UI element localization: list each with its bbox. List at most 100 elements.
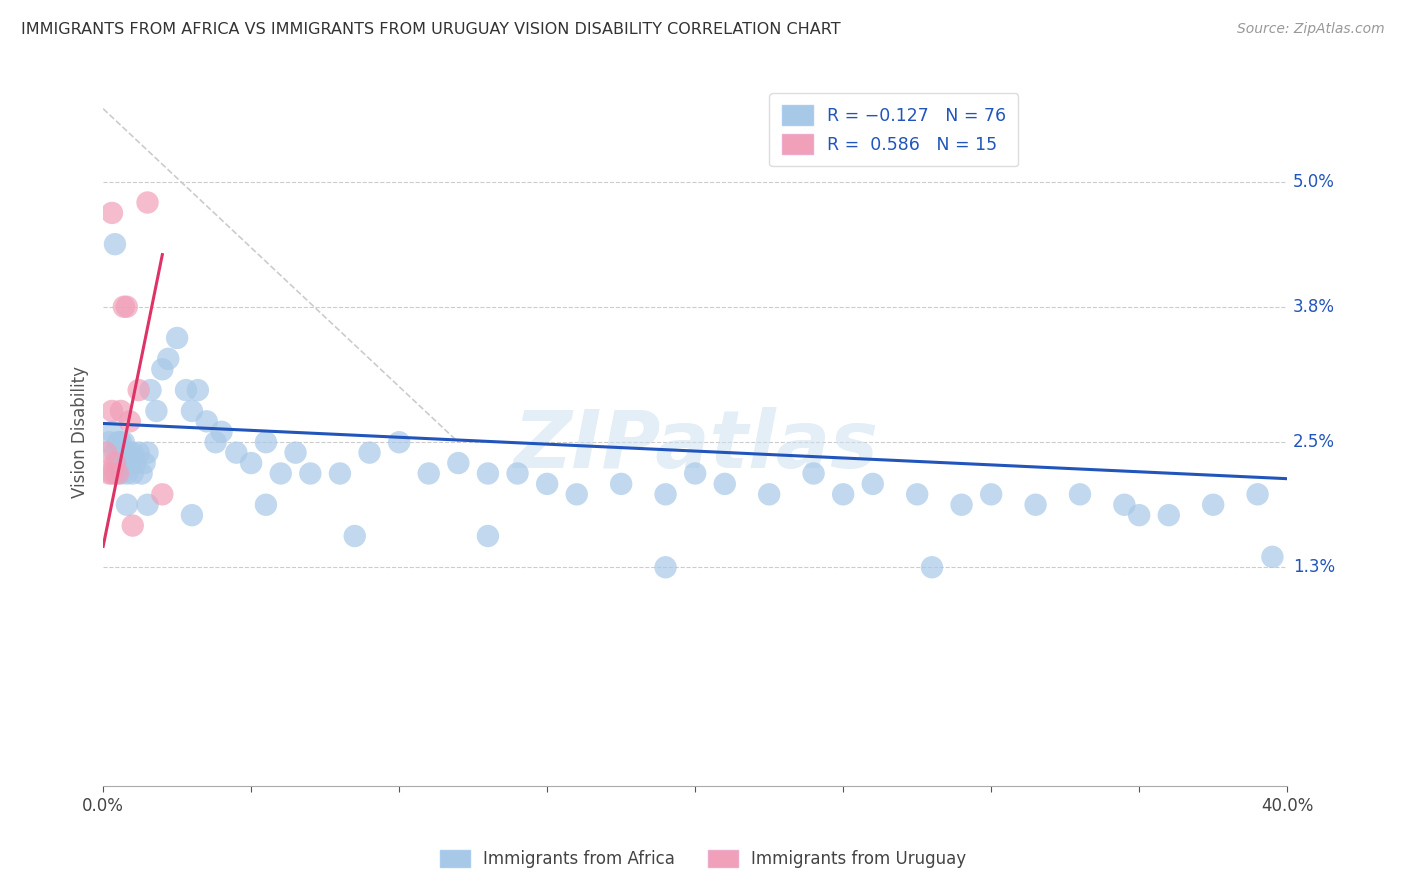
Point	[211, 425, 233, 439]
Point	[187, 383, 209, 397]
Text: 3.8%: 3.8%	[1294, 298, 1336, 316]
Point	[905, 487, 928, 501]
Point	[110, 435, 132, 450]
Point	[136, 498, 159, 512]
Point	[115, 498, 138, 512]
Point	[921, 560, 943, 574]
Point	[654, 560, 676, 574]
Point	[94, 445, 117, 459]
Point	[139, 383, 162, 397]
Text: 2.5%: 2.5%	[1294, 434, 1336, 451]
Legend: Immigrants from Africa, Immigrants from Uruguay: Immigrants from Africa, Immigrants from …	[433, 843, 973, 875]
Point	[115, 467, 138, 481]
Point	[343, 529, 366, 543]
Point	[112, 445, 135, 459]
Point	[101, 404, 124, 418]
Point	[862, 476, 884, 491]
Legend: R = −0.127   N = 76, R =  0.586   N = 15: R = −0.127 N = 76, R = 0.586 N = 15	[769, 93, 1018, 166]
Text: 5.0%: 5.0%	[1294, 173, 1334, 191]
Point	[118, 445, 141, 459]
Y-axis label: Vision Disability: Vision Disability	[72, 366, 89, 498]
Point	[174, 383, 197, 397]
Point	[121, 518, 143, 533]
Point	[107, 456, 129, 470]
Point	[104, 467, 127, 481]
Text: IMMIGRANTS FROM AFRICA VS IMMIGRANTS FROM URUGUAY VISION DISABILITY CORRELATION : IMMIGRANTS FROM AFRICA VS IMMIGRANTS FRO…	[21, 22, 841, 37]
Point	[131, 467, 153, 481]
Point	[204, 435, 226, 450]
Point	[166, 331, 188, 345]
Point	[104, 237, 127, 252]
Point	[121, 467, 143, 481]
Text: 1.3%: 1.3%	[1294, 558, 1336, 576]
Point	[145, 404, 167, 418]
Point	[195, 414, 218, 428]
Point	[115, 300, 138, 314]
Point	[270, 467, 292, 481]
Point	[1157, 508, 1180, 523]
Text: ZIPatlas: ZIPatlas	[513, 407, 877, 485]
Point	[157, 351, 180, 366]
Point	[1069, 487, 1091, 501]
Point	[118, 414, 141, 428]
Point	[98, 435, 121, 450]
Point	[136, 195, 159, 210]
Point	[121, 445, 143, 459]
Point	[447, 456, 470, 470]
Point	[98, 467, 121, 481]
Point	[101, 206, 124, 220]
Point	[101, 467, 124, 481]
Point	[832, 487, 855, 501]
Point	[1261, 549, 1284, 564]
Point	[128, 383, 150, 397]
Point	[329, 467, 352, 481]
Point	[610, 476, 633, 491]
Point	[240, 456, 263, 470]
Point	[284, 445, 307, 459]
Point	[104, 445, 127, 459]
Point	[125, 456, 148, 470]
Point	[1246, 487, 1268, 501]
Point	[112, 435, 135, 450]
Point	[683, 467, 706, 481]
Point	[101, 425, 124, 439]
Point	[565, 487, 588, 501]
Point	[758, 487, 780, 501]
Point	[107, 467, 129, 481]
Point	[110, 467, 132, 481]
Point	[254, 435, 277, 450]
Point	[536, 476, 558, 491]
Point	[950, 498, 973, 512]
Point	[134, 456, 156, 470]
Point	[477, 529, 499, 543]
Point	[506, 467, 529, 481]
Point	[107, 435, 129, 450]
Point	[713, 476, 735, 491]
Point	[299, 467, 322, 481]
Point	[128, 445, 150, 459]
Point	[181, 404, 204, 418]
Point	[359, 445, 381, 459]
Point	[150, 487, 173, 501]
Point	[1128, 508, 1150, 523]
Point	[112, 300, 135, 314]
Point	[104, 456, 127, 470]
Point	[1114, 498, 1136, 512]
Point	[803, 467, 825, 481]
Point	[418, 467, 440, 481]
Point	[1025, 498, 1047, 512]
Point	[136, 445, 159, 459]
Point	[150, 362, 173, 376]
Point	[388, 435, 411, 450]
Point	[181, 508, 204, 523]
Text: Source: ZipAtlas.com: Source: ZipAtlas.com	[1237, 22, 1385, 37]
Point	[980, 487, 1002, 501]
Point	[477, 467, 499, 481]
Point	[115, 456, 138, 470]
Point	[654, 487, 676, 501]
Point	[110, 404, 132, 418]
Point	[1336, 508, 1358, 523]
Point	[1202, 498, 1225, 512]
Point	[225, 445, 247, 459]
Point	[254, 498, 277, 512]
